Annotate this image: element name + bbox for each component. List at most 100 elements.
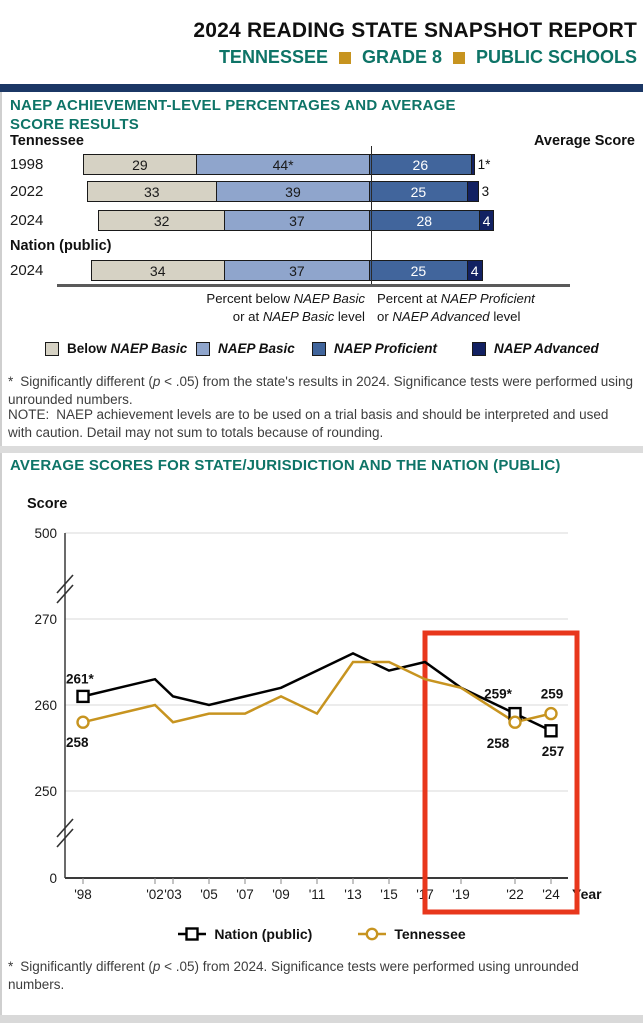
- y-tick-label-260: 260: [34, 698, 57, 713]
- subtitle-grade: GRADE 8: [361, 47, 442, 67]
- footnote-marker: *: [8, 374, 14, 389]
- bar-segment-basic: 44*: [196, 154, 370, 175]
- text-run: Percent at: [377, 291, 441, 306]
- text-run: NAEP Proficient: [334, 341, 438, 356]
- text-run: Significantly different (: [20, 374, 153, 389]
- bar-row-year-label: 2022: [10, 183, 44, 200]
- text-run: < .05) from the state's results in 2024.…: [8, 374, 634, 407]
- text-run: NAEP Basic: [293, 291, 365, 306]
- text-run: level: [489, 308, 521, 324]
- axis-note-line: or at NAEP Basic level: [206, 308, 365, 326]
- section2-footnote: * Significantly different (p < .05) from …: [8, 958, 636, 994]
- x-tick-label: '09: [272, 887, 290, 902]
- axis-break-mark: [56, 574, 74, 594]
- line-chart-score-label: Score: [27, 496, 68, 512]
- text-run: NAEP Proficient: [440, 291, 535, 306]
- bar-segment-basic: 37: [223, 210, 370, 231]
- x-axis-title: Year: [572, 886, 602, 902]
- text-run: p: [152, 374, 161, 389]
- note-marker: NOTE:: [8, 407, 50, 422]
- report-title: 2024 READING STATE SNAPSHOT REPORT: [193, 19, 637, 42]
- bar-chart-divider-line: [371, 146, 372, 284]
- bar-advanced-outside-label: 1*: [477, 157, 491, 172]
- bar-chart-left-axis-note: Percent below NAEP Basic or at NAEP Basi…: [206, 290, 365, 326]
- bar-advanced-outside-label: 3: [481, 184, 490, 199]
- legend-item-nation: Nation (public): [177, 926, 312, 942]
- x-tick-label: '11: [309, 887, 326, 902]
- line-chart-legend: Nation (public) Tennessee: [0, 926, 643, 942]
- x-tick-label: '02: [146, 887, 164, 902]
- point-marker-circle: [76, 715, 90, 729]
- bar-segment-basic: 39: [215, 181, 370, 202]
- legend-item-advanced: NAEP Advanced: [472, 341, 599, 356]
- text-run: NAEP Advanced: [494, 341, 599, 356]
- footnote-marker: *: [8, 959, 14, 974]
- basic-swatch-icon: [196, 341, 210, 356]
- legend-label: NAEP Basic: [218, 341, 295, 356]
- x-tick-label: '13: [344, 887, 362, 902]
- report-subtitle: TENNESSEE GRADE 8 PUBLIC SCHOOLS: [219, 47, 637, 68]
- legend-label: NAEP Proficient: [334, 341, 437, 356]
- legend-item-below-basic: Below NAEP Basic: [45, 341, 187, 356]
- text-run: p: [152, 959, 161, 974]
- point-value-label: 258: [487, 736, 510, 751]
- point-value-label: 259*: [484, 687, 513, 702]
- point-value-label: 258: [66, 735, 89, 750]
- bar-row: 33 39 25 3: [86, 181, 490, 202]
- gold-square-icon: [452, 51, 465, 64]
- gold-square-icon: [338, 51, 351, 64]
- legend-marker-part: [185, 927, 200, 941]
- text-run: NAEP Advanced: [392, 308, 490, 324]
- bar-segment-advanced: 4: [466, 260, 483, 281]
- below-basic-swatch-icon: [45, 341, 59, 356]
- bar-row: 34 37 25 4: [90, 260, 483, 281]
- bar-segment-advanced: [470, 154, 475, 175]
- text-run: < .05) from 2024. Significance tests wer…: [8, 959, 579, 992]
- text-run: or: [377, 308, 393, 324]
- page-left-edge: [0, 92, 2, 1015]
- point-value-label: 257: [542, 744, 565, 759]
- y-tick-label-270: 270: [34, 612, 57, 627]
- text-run: Significantly different (: [20, 959, 153, 974]
- bar-segment-proficient: 28: [368, 210, 480, 231]
- text-run: level: [334, 308, 365, 324]
- bar-segment-below-basic: 34: [90, 260, 225, 281]
- x-tick-label: '03: [164, 887, 182, 902]
- text-run: NAEP Basic: [262, 308, 335, 324]
- y-tick-label-250: 250: [34, 784, 57, 799]
- tennessee-circle-marker-icon: [358, 927, 387, 941]
- point-marker-square: [544, 724, 558, 738]
- bar-chart-right-axis-note: Percent at NAEP Proficient or NAEP Advan…: [377, 290, 535, 326]
- legend-label: Nation (public): [214, 926, 313, 942]
- point-marker-circle: [544, 706, 558, 721]
- series-line-tennessee: [82, 660, 552, 724]
- bar-segment-below-basic: 32: [98, 210, 225, 231]
- legend-marker-part: [365, 927, 379, 941]
- x-tick-label: '98: [74, 887, 92, 902]
- note-text: NAEP achievement levels are to be used o…: [8, 407, 609, 440]
- legend-item-proficient: NAEP Proficient: [312, 341, 437, 356]
- highlight-box: [422, 630, 580, 915]
- text-run: Below: [67, 341, 111, 356]
- text-run: NAEP Basic: [218, 341, 295, 356]
- bar-segment-below-basic: 29: [82, 154, 198, 175]
- bar-row-year-label: 2024: [10, 262, 44, 279]
- series-line-nation: [82, 652, 552, 732]
- point-value-label: 261*: [66, 671, 95, 686]
- bar-row-year-label: 2024: [10, 212, 44, 229]
- legend-label: Below NAEP Basic: [67, 341, 187, 356]
- axis-break-mark: [56, 828, 74, 848]
- bar-segment-below-basic: 33: [86, 181, 217, 202]
- bar-segment-basic: 37: [223, 260, 370, 281]
- average-scores-line-chart: 0 250 260 270 500 '98 '02'03 '05 '07 '09 '11 '13 '15…: [34, 526, 602, 915]
- axis-break-mark: [56, 584, 74, 604]
- text-run: NAEP Basic: [110, 341, 188, 356]
- header-divider-bar: [0, 84, 643, 92]
- section-separator: [0, 446, 643, 453]
- section1-heading: NAEP ACHIEVEMENT-LEVEL PERCENTAGES AND A…: [10, 97, 456, 133]
- nation-square-marker-icon: [178, 927, 207, 941]
- bar-chart-baseline: [57, 284, 570, 287]
- bar-segment-proficient: 25: [368, 181, 468, 202]
- bar-chart-average-score-header: Average Score: [533, 133, 635, 149]
